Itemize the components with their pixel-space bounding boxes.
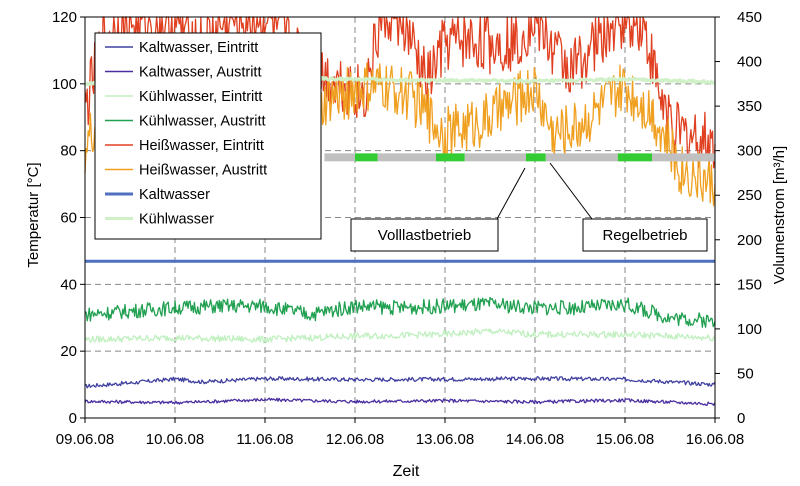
annotation-box <box>350 218 499 252</box>
y2-tick-label: 100 <box>737 321 762 338</box>
y2-tick-label: 250 <box>737 187 762 204</box>
y-tick-label: 20 <box>60 343 77 360</box>
status-segment <box>324 153 355 162</box>
legend-label: Kühlwasser, Austritt <box>139 114 266 130</box>
annotation-label: Volllastbetrieb <box>378 227 471 244</box>
legend-box <box>94 32 322 240</box>
x-tick-label: 10.06.08 <box>146 431 204 448</box>
status-segment <box>355 153 378 162</box>
x-tick-label: 11.06.08 <box>236 431 293 448</box>
x-tick-label: 09.06.08 <box>56 431 114 448</box>
legend-label: Kühlwasser <box>139 212 214 228</box>
series-line <box>84 397 716 406</box>
x-axis: 09.06.08 10.06.08 11.06.08 12.06.08 13.06.08… <box>56 418 744 448</box>
y2-tick-label: 150 <box>737 276 762 293</box>
y-tick-label: 100 <box>52 76 77 93</box>
annotation-leader <box>496 167 526 220</box>
y2-tick-label: 200 <box>737 232 762 249</box>
legend-label: Heißwasser, Austritt <box>139 163 267 179</box>
annotations: Volllastbetrieb Regelbetrieb <box>350 162 708 252</box>
annotation-box <box>582 218 708 252</box>
y-axis-right: 0 50 100 150 200 250 300 350 400 450 <box>715 9 762 427</box>
y-axis-title: Temperatur [°C] <box>25 162 42 267</box>
series-line <box>84 376 716 389</box>
y-tick-label: 40 <box>60 276 77 293</box>
x-tick-label: 12.06.08 <box>326 431 384 448</box>
y2-axis-title: Volumenstrom [m³/h] <box>771 146 788 284</box>
x-axis-title: Zeit <box>393 463 420 480</box>
x-tick-label: 15.06.08 <box>596 431 654 448</box>
legend-label: Kaltwasser, Eintritt <box>139 40 258 56</box>
y2-tick-label: 0 <box>737 410 745 427</box>
y2-tick-label: 300 <box>737 143 762 160</box>
y-tick-label: 0 <box>69 410 77 427</box>
y-tick-label: 80 <box>60 143 77 160</box>
operation-status-bar <box>324 153 715 162</box>
y-tick-label: 120 <box>52 9 77 26</box>
legend-label: Kaltwasser <box>139 187 210 203</box>
status-segment <box>617 153 652 162</box>
y-tick-label: 60 <box>60 210 77 227</box>
status-segment <box>652 153 715 162</box>
annotation-leader <box>549 162 593 220</box>
series-line <box>84 296 716 328</box>
status-segment <box>377 153 436 162</box>
annotation-label: Regelbetrieb <box>602 227 687 244</box>
status-segment <box>464 153 526 162</box>
status-segment <box>526 153 546 162</box>
x-tick-label: 13.06.08 <box>416 431 474 448</box>
legend-label: Kaltwasser, Austritt <box>139 65 262 81</box>
legend-label: Kühlwasser, Eintritt <box>139 89 262 105</box>
y2-tick-label: 450 <box>737 9 762 26</box>
legend-label: Heißwasser, Eintritt <box>139 138 264 154</box>
status-segment <box>436 153 465 162</box>
y2-tick-label: 400 <box>737 54 762 71</box>
x-tick-label: 14.06.08 <box>506 431 564 448</box>
status-segment <box>545 153 618 162</box>
y2-tick-label: 350 <box>737 98 762 115</box>
y2-tick-label: 50 <box>737 365 754 382</box>
y-axis-left: 0 20 40 60 80 100 120 <box>52 9 85 427</box>
x-tick-label: 16.06.08 <box>686 431 744 448</box>
legend: Kaltwasser, Eintritt Kaltwasser, Austritt… <box>94 32 322 240</box>
series-line <box>84 328 716 344</box>
